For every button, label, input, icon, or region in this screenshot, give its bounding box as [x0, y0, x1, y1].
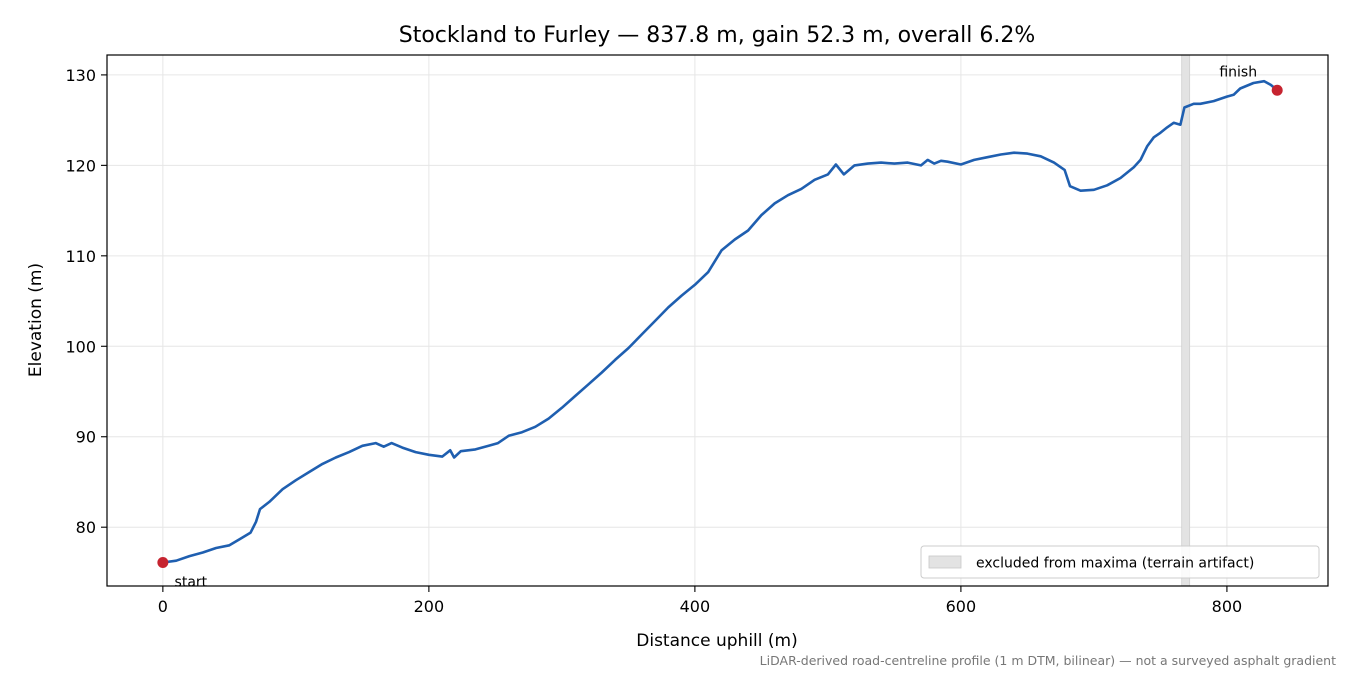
- markers: start finish: [157, 64, 1283, 590]
- axis-ticks: 0 200 400 600 800 80 90 100 110 120 130: [65, 66, 1242, 616]
- plot-frame: [106, 54, 1329, 587]
- legend-box: [920, 545, 1320, 579]
- x-axis-label: Distance uphill (m): [636, 631, 797, 651]
- x-tick-label: 400: [680, 597, 711, 616]
- legend-swatch: [928, 555, 962, 569]
- y-axis-label: Elevation (m): [26, 263, 46, 377]
- x-tick-label: 0: [158, 597, 168, 616]
- chart-title: Stockland to Furley — 837.8 m, gain 52.3…: [399, 23, 1036, 48]
- excluded-span-band: [1181, 54, 1191, 587]
- start-label: start: [175, 574, 208, 590]
- legend-label: excluded from maxima (terrain artifact): [976, 556, 1254, 572]
- y-tick-label: 80: [76, 518, 96, 537]
- start-marker: [157, 556, 169, 568]
- legend: excluded from maxima (terrain artifact): [920, 545, 1320, 579]
- x-tick-label: 600: [946, 597, 977, 616]
- y-tick-label: 110: [65, 247, 96, 266]
- y-tick-label: 130: [65, 66, 96, 85]
- x-tick-label: 200: [414, 597, 445, 616]
- y-tick-label: 100: [65, 337, 96, 356]
- y-tick-label: 120: [65, 156, 96, 175]
- footnote: LiDAR-derived road-centreline profile (1…: [760, 653, 1336, 668]
- finish-marker: [1271, 84, 1283, 96]
- y-tick-label: 90: [76, 428, 96, 447]
- finish-label: finish: [1219, 64, 1257, 80]
- x-tick-label: 800: [1212, 597, 1243, 616]
- grid: [107, 55, 1328, 586]
- elevation-line: [162, 79, 1279, 564]
